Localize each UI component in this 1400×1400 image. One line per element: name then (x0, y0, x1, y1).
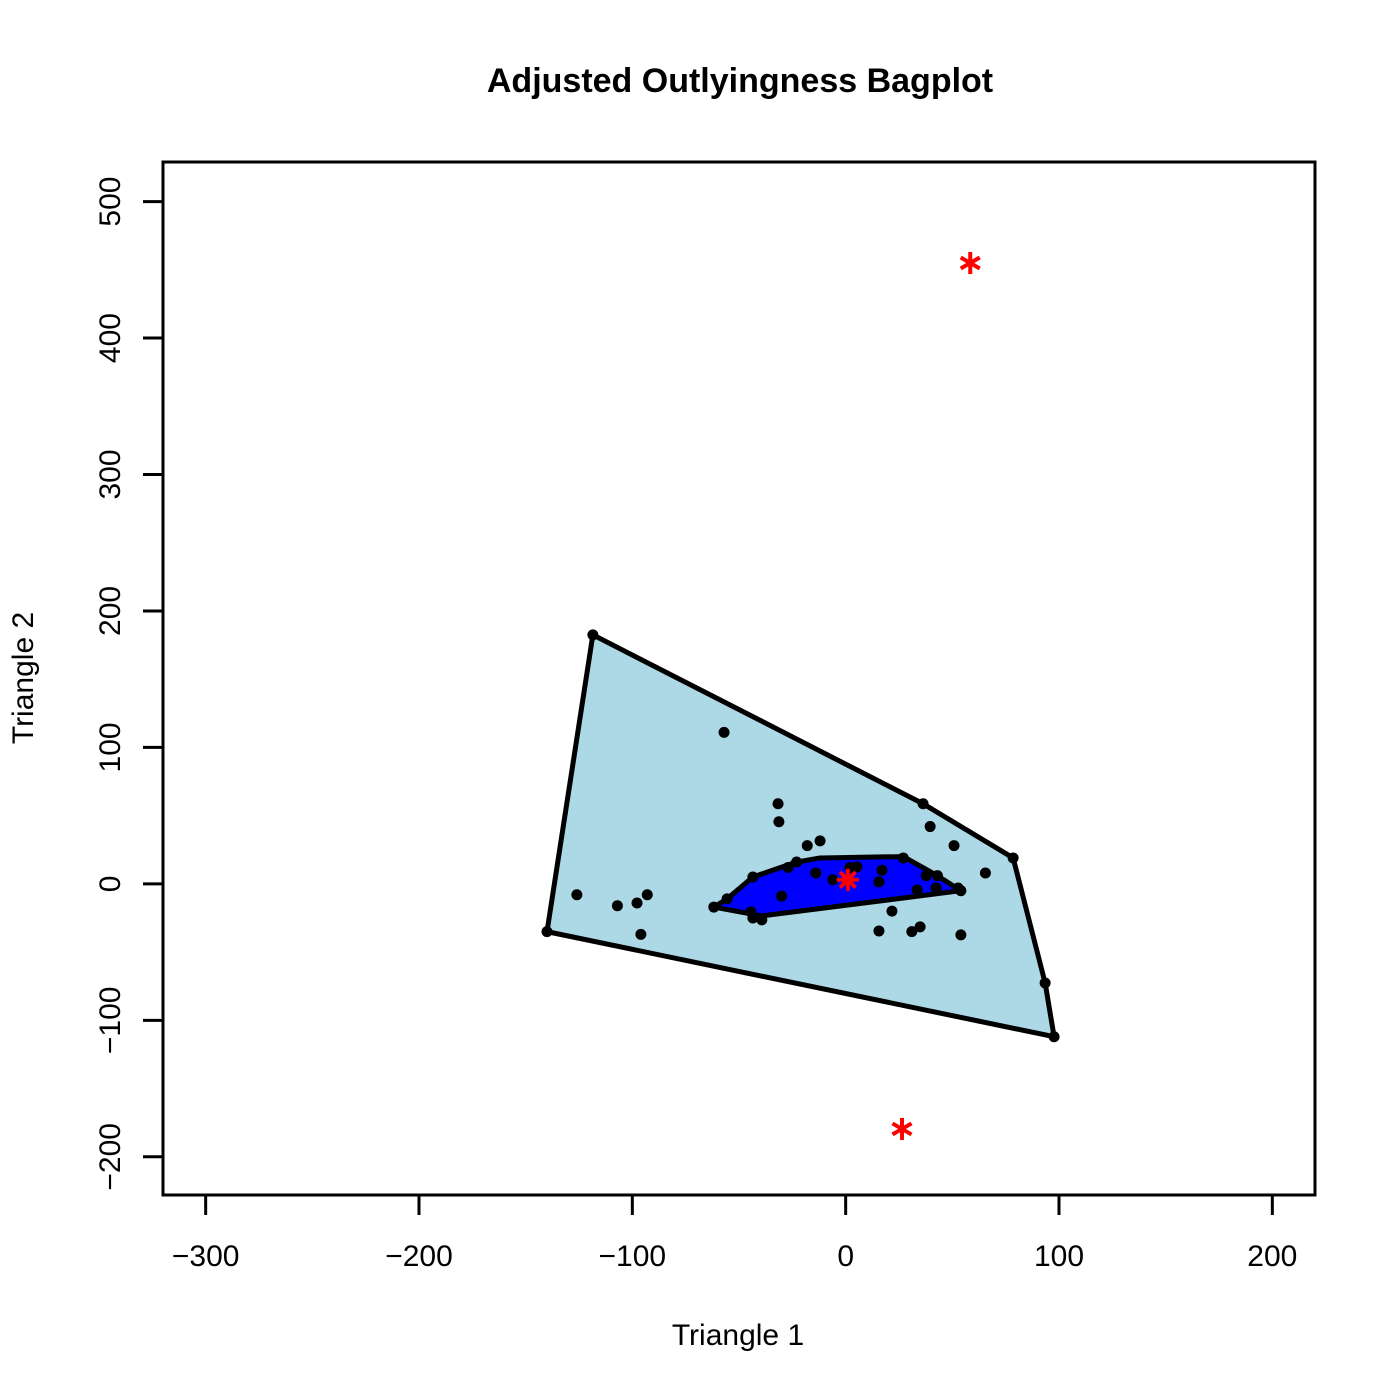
data-point (873, 925, 885, 937)
data-point (587, 629, 599, 641)
data-point (747, 912, 759, 924)
data-point (948, 840, 960, 852)
outlier (959, 251, 981, 274)
data-point (747, 871, 759, 883)
data-point (782, 861, 794, 873)
data-point (920, 870, 932, 882)
data-point (791, 856, 803, 868)
x-tick-label: −100 (599, 1240, 667, 1273)
x-tick-label: −200 (385, 1240, 453, 1273)
data-point (917, 798, 929, 810)
y-tick-label: 300 (94, 449, 127, 499)
bag (711, 854, 964, 919)
data-point (955, 929, 967, 941)
chart-title: Adjusted Outlyingness Bagplot (487, 62, 993, 100)
y-tick-label: 500 (94, 177, 127, 227)
y-tick-label: 400 (94, 313, 127, 363)
outlier (891, 1117, 913, 1140)
data-point (718, 726, 730, 738)
data-point (772, 798, 784, 810)
x-axis-label: Triangle 1 (672, 1319, 804, 1352)
data-point (827, 874, 839, 886)
data-point (810, 867, 822, 879)
data-point (611, 900, 623, 912)
data-point (979, 867, 991, 879)
data-point (955, 885, 967, 897)
data-point (886, 905, 898, 917)
data-point (641, 889, 653, 901)
data-point (708, 901, 720, 913)
data-point (773, 816, 785, 828)
data-point (931, 870, 943, 882)
y-axis-label: Triangle 2 (7, 612, 40, 744)
y-tick-label: −100 (94, 987, 127, 1055)
data-point (1039, 977, 1051, 989)
data-point (924, 821, 936, 833)
y-tick-label: 0 (94, 876, 127, 893)
depth-median (836, 868, 859, 891)
data-point (776, 890, 788, 902)
x-tick-label: 100 (1034, 1240, 1084, 1273)
data-point (571, 889, 583, 901)
y-tick-label: −200 (94, 1123, 127, 1191)
data-point (801, 840, 813, 852)
data-point (814, 835, 826, 847)
data-point (1048, 1031, 1060, 1043)
data-point (721, 893, 733, 905)
y-tick-label: 100 (94, 722, 127, 772)
x-tick-label: 200 (1247, 1240, 1297, 1273)
data-point (914, 921, 926, 933)
data-point (631, 897, 643, 909)
data-point (873, 876, 885, 888)
data-point (911, 884, 923, 896)
data-point (541, 926, 553, 938)
fence-loop (544, 632, 1057, 1040)
data-point (635, 928, 647, 940)
data-point (897, 852, 909, 864)
data-point (756, 914, 768, 926)
data-point (1007, 852, 1019, 864)
data-point (851, 861, 863, 873)
plot-frame (161, 160, 1317, 1197)
data-point (930, 882, 942, 894)
data-point (906, 926, 918, 938)
x-tick-label: −300 (172, 1240, 240, 1273)
x-tick-label: 0 (837, 1240, 854, 1273)
y-tick-label: 200 (94, 586, 127, 636)
data-point (876, 864, 888, 876)
